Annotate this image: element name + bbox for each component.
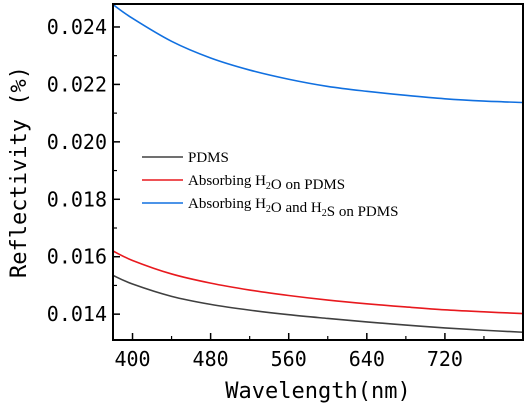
- y-axis-title: Reflectivity (%): [7, 66, 32, 278]
- series-line-1: [112, 274, 524, 334]
- legend-label-3: Absorbing H2O and H2S on PDMS: [188, 196, 398, 220]
- y-tick-label: 0.024: [47, 15, 107, 39]
- legend-label-1: PDMS: [188, 150, 229, 166]
- x-tick-label: 640: [349, 347, 385, 371]
- x-tick-label: 720: [427, 347, 463, 371]
- x-tick-label: 400: [114, 347, 150, 371]
- legend-label-2: Absorbing H2O on PDMS: [188, 173, 345, 193]
- y-tick-label: 0.020: [47, 130, 107, 154]
- y-tick-label: 0.022: [47, 72, 107, 96]
- plot-frame: [112, 3, 524, 341]
- x-tick-label: 480: [193, 347, 229, 371]
- series-line-2: [112, 250, 524, 315]
- x-tick-label: 560: [271, 347, 307, 371]
- y-tick-label: 0.018: [47, 187, 107, 211]
- series-layer: [112, 3, 524, 334]
- y-tick-label: 0.016: [47, 245, 107, 269]
- x-axis-title: Wavelength(nm): [225, 379, 410, 404]
- series-line-3: [112, 3, 524, 104]
- legend: PDMS Absorbing H2O on PDMS Absorbing H2O a…: [142, 150, 398, 220]
- ticks-layer: 400 480 560 640 720 0.014 0.016 0.018 0.020 0.022…: [47, 15, 485, 371]
- y-tick-label: 0.014: [47, 302, 107, 326]
